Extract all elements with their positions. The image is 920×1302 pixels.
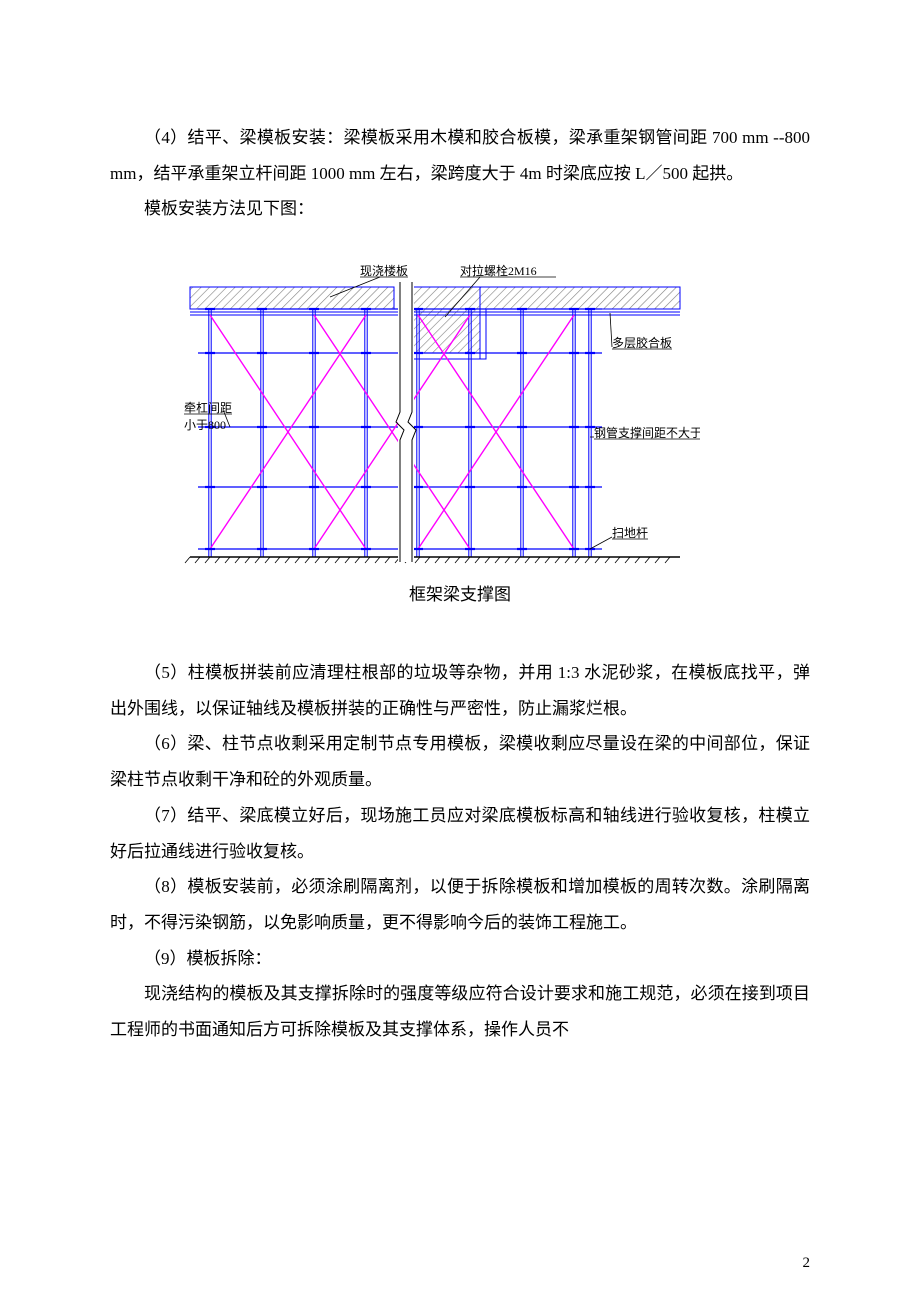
paragraph-9b: 现浇结构的模板及其支撑拆除时的强度等级应符合设计要求和施工规范，必须在接到项目工… xyxy=(110,976,810,1047)
svg-text:钢管支撑间距不大于800: 钢管支撑间距不大于800 xyxy=(594,425,700,440)
spacer xyxy=(110,615,810,655)
diagram-frame-beam-support: 现浇楼板 对拉螺栓2M16 多层胶合板钢管支撑间距不大于800 扫地杆 牵杠间距小于80… xyxy=(180,257,740,605)
svg-text:多层胶合板: 多层胶合板 xyxy=(612,335,672,350)
svg-text:对拉螺栓2M16: 对拉螺栓2M16 xyxy=(460,263,537,278)
svg-text:现浇楼板: 现浇楼板 xyxy=(360,263,408,278)
paragraph-5: （5）柱模板拼装前应清理柱根部的垃圾等杂物，并用 1:3 水泥砂浆，在模板底找平… xyxy=(110,655,810,726)
paragraph-4: （4）结平、梁模板安装：梁模板采用木模和胶合板模，梁承重架钢管间距 700 mm… xyxy=(110,120,810,191)
paragraph-6: （6）梁、柱节点收剩采用定制节点专用模板，梁模收剩应尽量设在梁的中间部位，保证梁… xyxy=(110,726,810,797)
svg-text:扫地杆: 扫地杆 xyxy=(612,526,648,540)
page-number: 2 xyxy=(803,1255,811,1272)
svg-text:牵杠间距: 牵杠间距 xyxy=(184,400,232,415)
paragraph-9: （9）模板拆除： xyxy=(110,941,810,977)
svg-text:小于800: 小于800 xyxy=(184,418,226,432)
diagram-caption: 框架梁支撑图 xyxy=(180,580,740,605)
paragraph-4b: 模板安装方法见下图： xyxy=(110,191,810,227)
paragraph-7: （7）结平、梁底模立好后，现场施工员应对梁底模板标高和轴线进行验收复核，柱模立好… xyxy=(110,798,810,869)
paragraph-8: （8）模板安装前，必须涂刷隔离剂，以便于拆除模板和增加模板的周转次数。涂刷隔离时… xyxy=(110,869,810,940)
document-page: （4）结平、梁模板安装：梁模板采用木模和胶合板模，梁承重架钢管间距 700 mm… xyxy=(0,0,920,1302)
diagram-svg: 现浇楼板 对拉螺栓2M16 多层胶合板钢管支撑间距不大于800 扫地杆 牵杠间距小于80… xyxy=(180,257,700,567)
